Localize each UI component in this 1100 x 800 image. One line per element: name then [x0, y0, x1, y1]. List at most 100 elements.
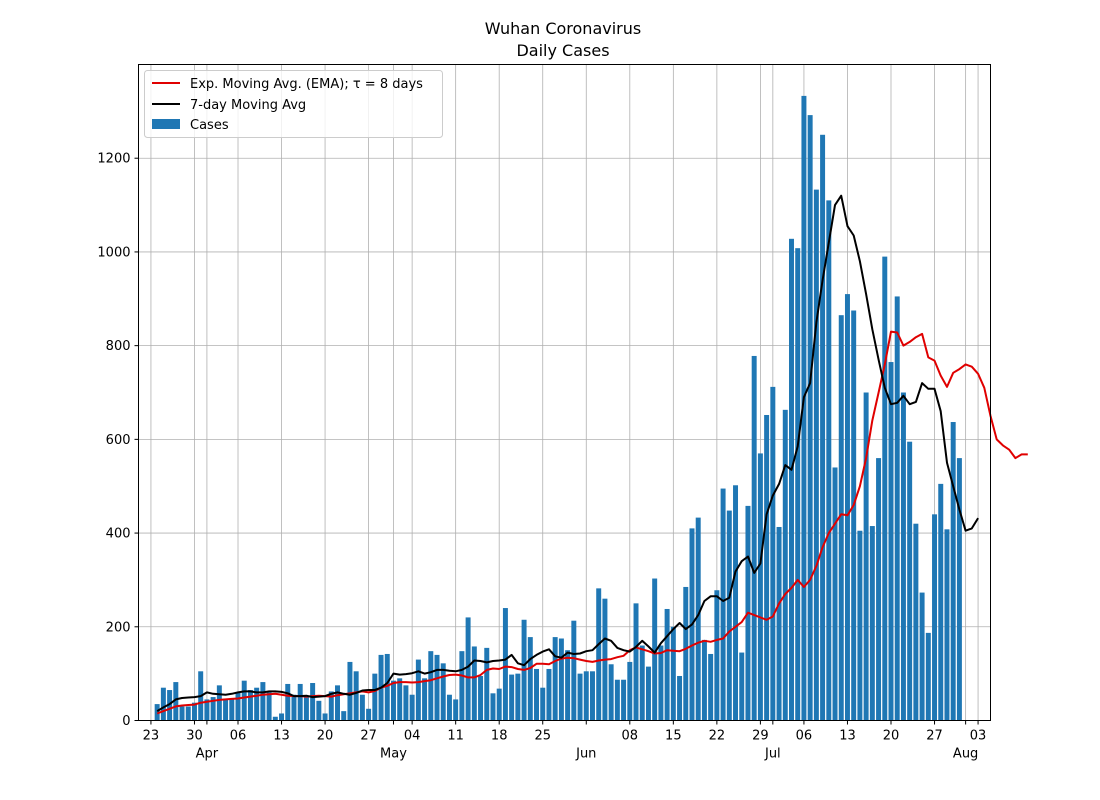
cases-bar [291, 694, 297, 721]
cases-bar [851, 310, 857, 721]
legend-box [144, 70, 443, 138]
cases-bar [720, 488, 726, 721]
y-tick-label: 200 [106, 620, 131, 635]
cases-bar [247, 690, 253, 721]
cases-bar [509, 674, 515, 721]
cases-bar [428, 651, 434, 721]
grid-lines [138, 64, 991, 721]
cases-bar [229, 699, 235, 721]
cases-bar [596, 588, 602, 721]
cases-bar [776, 526, 782, 721]
x-tick-label: 27 [926, 729, 943, 744]
cases-bar [733, 485, 739, 721]
y-axis: 0 200 400 600 800 1000 1200 [97, 152, 139, 729]
cases-bar [272, 716, 278, 721]
cases-bar [552, 637, 558, 721]
cases-bar [714, 590, 720, 721]
cases-bar [813, 189, 819, 721]
cases-bar [515, 673, 521, 721]
x-tick-label: 30 [186, 729, 203, 744]
x-axis: 23 30 06 13 20 27 04 11 18 25 08 15 22 29 06 13 20 27 03 Ap… [143, 720, 986, 762]
cases-bar [502, 608, 508, 721]
cases-bar [832, 467, 838, 721]
cases-bar [540, 687, 546, 721]
cases-bar [863, 392, 869, 721]
cases-bar [546, 668, 552, 721]
cases-bar [925, 632, 931, 721]
cases-bar [254, 687, 260, 721]
x-tick-label: 06 [796, 729, 813, 744]
cases-bar [664, 608, 670, 721]
cases-bar [453, 699, 459, 721]
x-month-label: Jul [764, 747, 781, 762]
cases-bar [944, 529, 950, 721]
x-month-label: Apr [196, 747, 219, 762]
cases-bars [154, 95, 962, 721]
x-tick-label: 22 [709, 729, 726, 744]
cases-bar [459, 651, 465, 721]
cases-bar [484, 647, 490, 721]
legend-7day-label: 7-day Moving Avg [190, 98, 306, 113]
cases-bar [409, 694, 415, 721]
cases-bar [335, 685, 340, 721]
cases-bar [621, 679, 627, 721]
cases-bar [403, 685, 409, 721]
cases-bar [471, 646, 477, 721]
cases-bar [527, 637, 533, 721]
cases-bar [820, 134, 826, 721]
cases-bar [801, 95, 807, 721]
cases-bar [571, 620, 577, 721]
cases-bar [913, 523, 919, 721]
cases-bar [366, 708, 372, 721]
cases-bar [303, 697, 309, 721]
x-tick-label: 29 [752, 729, 769, 744]
cases-bar [173, 682, 179, 721]
x-tick-label: 18 [491, 729, 508, 744]
legend: Exp. Moving Avg. (EMA); τ = 8 days 7-day… [144, 70, 443, 138]
cases-bar [950, 422, 956, 721]
cases-bar [844, 294, 850, 721]
cases-bar [353, 671, 359, 721]
cases-bar [639, 645, 645, 721]
cases-bar [534, 668, 540, 721]
cases-bar [297, 683, 303, 721]
cases-bar [266, 692, 272, 721]
series-lines [156, 194, 1028, 715]
x-month-label: Jun [575, 747, 596, 762]
cases-bar [422, 678, 428, 721]
cases-bar [204, 699, 210, 721]
cases-bar [347, 661, 353, 721]
cases-bar [633, 603, 639, 721]
cases-bar [316, 700, 322, 721]
cases-bar [876, 458, 882, 721]
cases-bar [907, 441, 913, 721]
cases-bar [608, 664, 614, 721]
cases-bar [645, 666, 651, 721]
y-tick-label: 1200 [97, 152, 130, 167]
cases-bar [757, 453, 763, 721]
x-tick-label: 06 [230, 729, 247, 744]
cases-bar [838, 315, 844, 721]
cases-bar [919, 592, 925, 721]
cases-bar [577, 673, 583, 721]
cases-bar [857, 530, 863, 721]
cases-bar [807, 115, 813, 721]
cases-bar [695, 517, 701, 721]
legend-ema-label: Exp. Moving Avg. (EMA); τ = 8 days [190, 77, 423, 92]
cases-bar [670, 626, 676, 721]
cases-bar [160, 687, 166, 721]
cases-bar [390, 680, 396, 721]
cases-bar [235, 692, 241, 721]
cases-bar [496, 688, 502, 721]
cases-bar [260, 682, 266, 721]
cases-bar [440, 663, 446, 721]
cases-bar [894, 296, 900, 721]
cases-bar [210, 697, 216, 721]
cases-bar [869, 526, 875, 721]
cases-bar [191, 702, 197, 721]
cases-bar [223, 699, 229, 721]
cases-bar [795, 248, 801, 721]
cases-bar [558, 638, 564, 721]
cases-bar [614, 679, 620, 721]
